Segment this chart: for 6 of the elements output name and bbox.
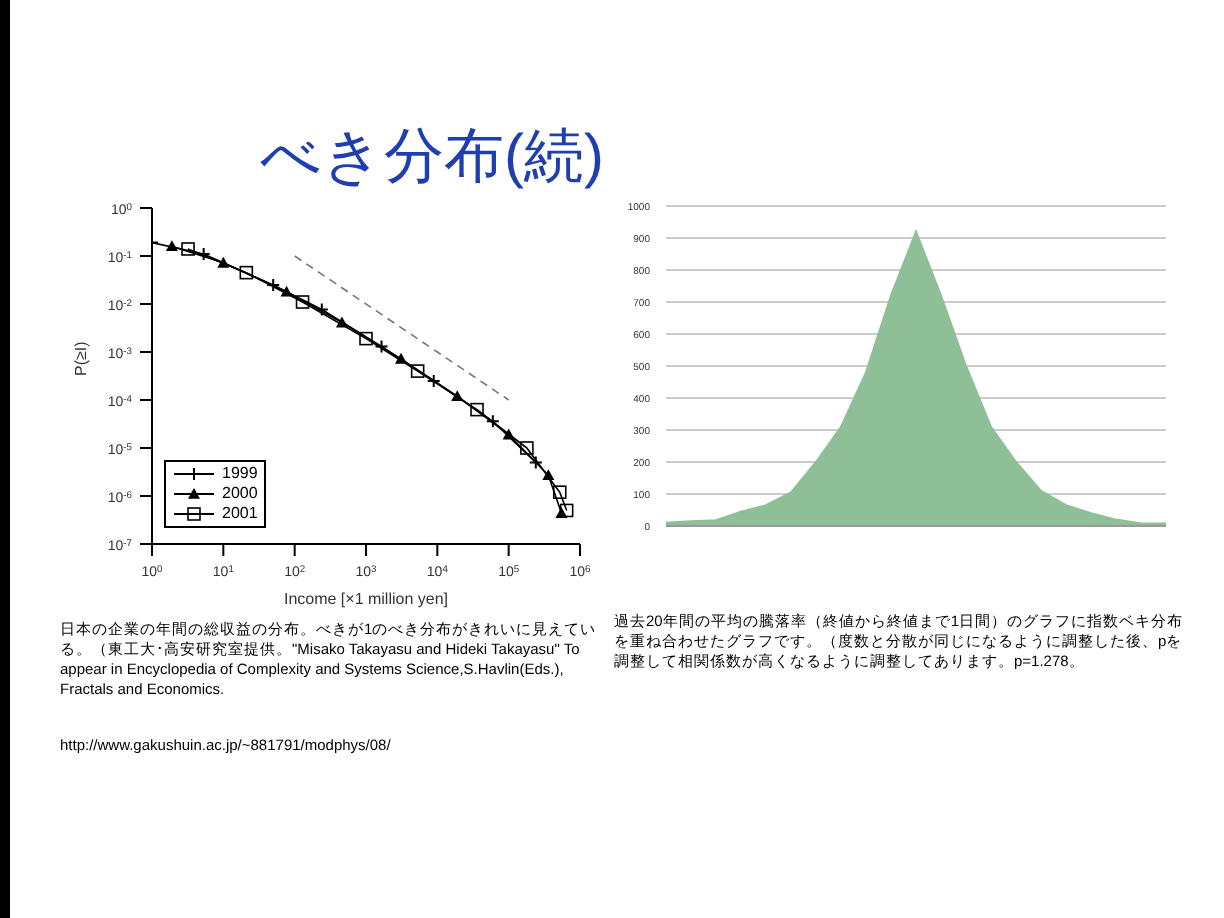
legend-label: 1999: [222, 464, 258, 484]
y-axis-title: P(≥I): [71, 340, 90, 376]
chart-title: べき分布(続): [260, 122, 604, 194]
x-axis-title: Income [×1 million yen]: [283, 590, 449, 608]
legend-label: 2000: [222, 484, 258, 504]
legend-label: 2001: [222, 504, 258, 524]
